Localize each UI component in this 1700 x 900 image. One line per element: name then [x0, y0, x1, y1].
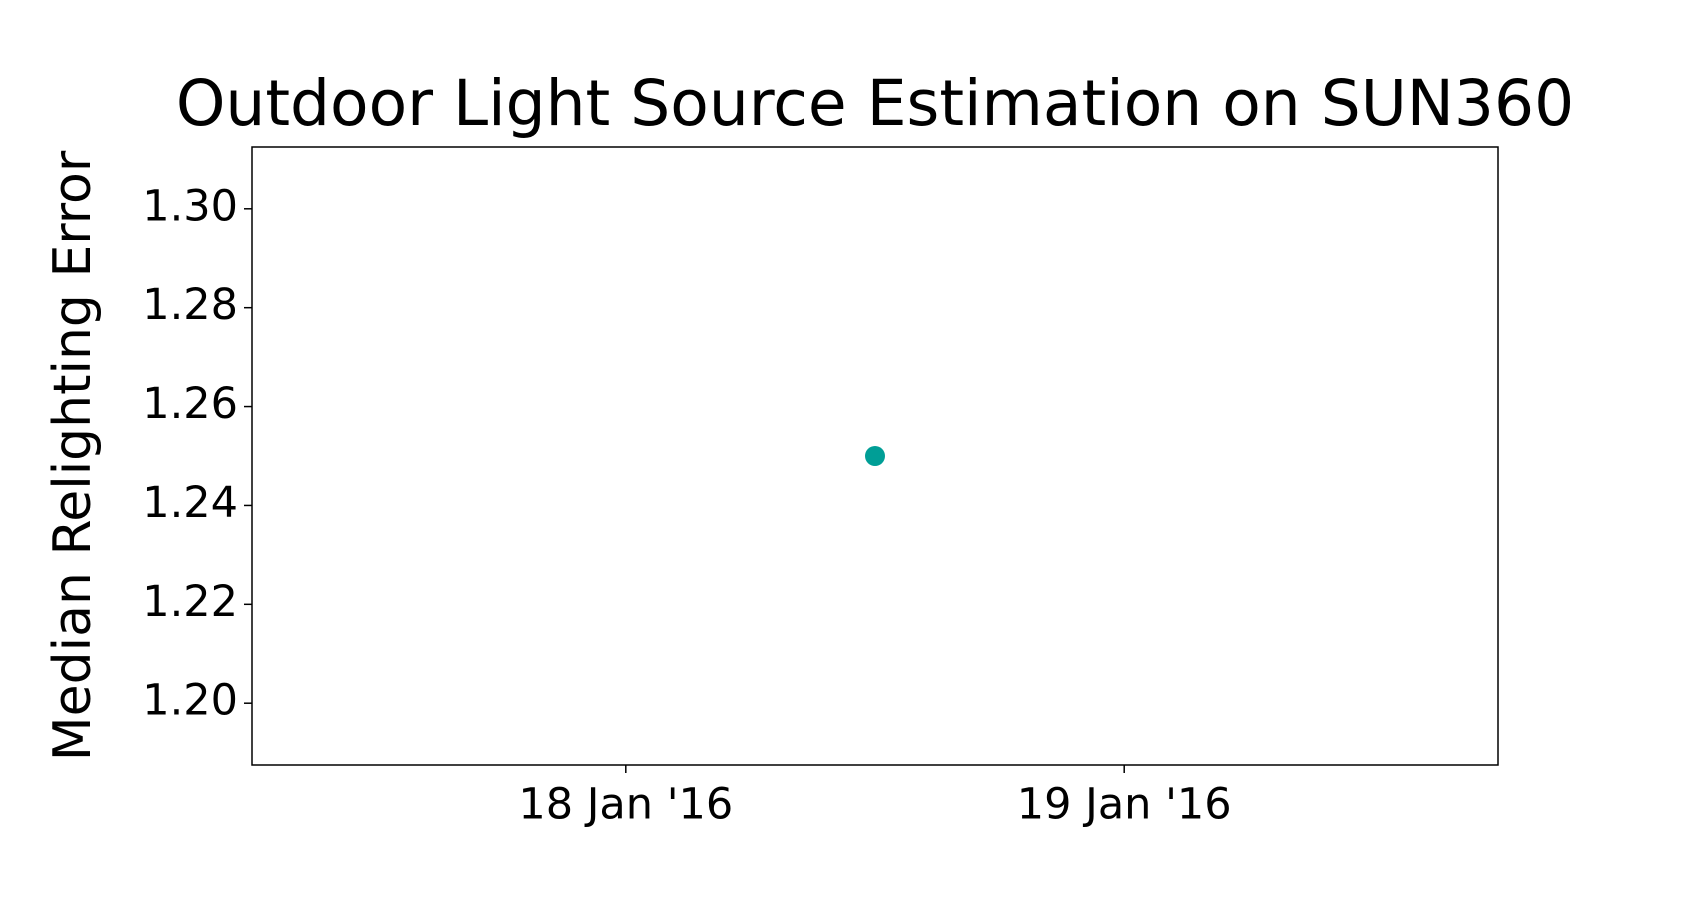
y-tick-label: 1.30 — [142, 181, 238, 231]
y-tick-label: 1.26 — [142, 379, 238, 429]
x-tick-label: 18 Jan '16 — [518, 780, 733, 830]
y-tick-label: 1.20 — [142, 676, 238, 726]
y-tick-label: 1.22 — [142, 577, 238, 627]
chart-title: Outdoor Light Source Estimation on SUN36… — [176, 67, 1574, 140]
y-tick-label: 1.28 — [142, 280, 238, 330]
y-tick-label: 1.24 — [142, 478, 238, 528]
x-tick-label: 19 Jan '16 — [1017, 780, 1232, 830]
point — [865, 446, 885, 466]
y-axis-label: Median Relighting Error — [43, 150, 103, 761]
plot-frame — [251, 146, 1499, 766]
